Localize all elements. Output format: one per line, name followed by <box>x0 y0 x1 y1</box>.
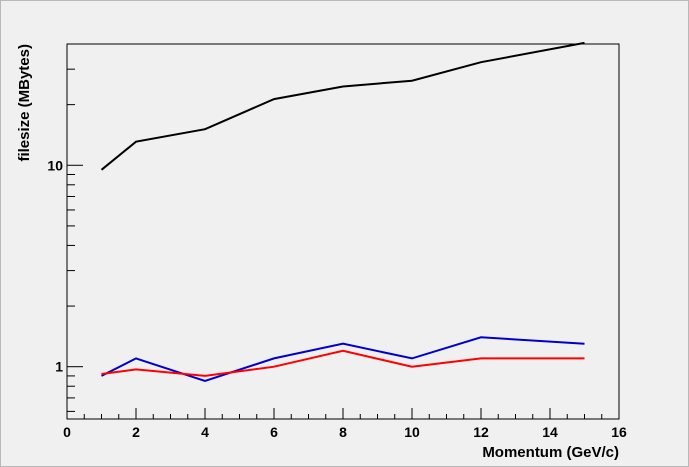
x-tick-label: 4 <box>201 424 209 440</box>
series-line-3 <box>101 349 585 377</box>
x-tick-label: 8 <box>339 424 347 440</box>
x-tick-label: 16 <box>611 424 627 440</box>
x-axis-label: Momentum (GeV/c) <box>482 444 619 461</box>
series-line-2 <box>101 336 585 382</box>
axes: 0 2 4 6 8 10 12 14 16 1 10 <box>47 43 627 440</box>
y-tick-label: 10 <box>47 157 63 173</box>
y-tick-label: 1 <box>55 359 63 375</box>
x-tick-label: 12 <box>473 424 489 440</box>
x-tick-label: 14 <box>542 424 558 440</box>
x-tick-label: 6 <box>270 424 278 440</box>
series-layer <box>100 41 585 382</box>
y-axis-label: filesize (MBytes) <box>16 44 33 162</box>
series-line-1 <box>100 41 585 171</box>
x-tick-label: 10 <box>404 424 420 440</box>
x-tick-label: 2 <box>132 424 140 440</box>
x-tick-label: 0 <box>63 424 71 440</box>
